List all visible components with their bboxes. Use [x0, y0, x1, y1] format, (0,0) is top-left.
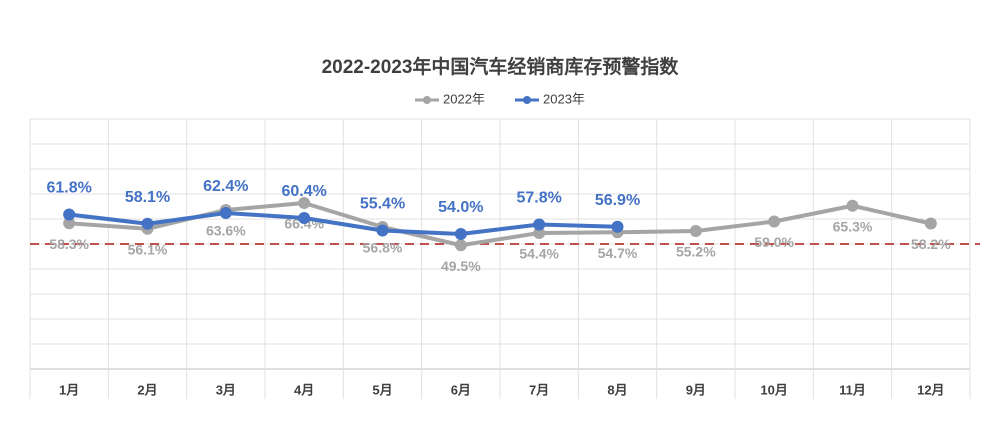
- data-label: 63.6%: [206, 223, 246, 239]
- data-label: 54.7%: [598, 245, 638, 261]
- data-point: [454, 228, 467, 240]
- data-point: [611, 220, 624, 233]
- data-label: 54.4%: [519, 246, 559, 262]
- data-point: [846, 199, 859, 212]
- data-point: [768, 215, 781, 228]
- data-point: [533, 218, 546, 231]
- data-label: 58.2%: [911, 236, 951, 252]
- x-tick-label: 1月: [59, 382, 79, 397]
- data-point: [533, 227, 546, 239]
- data-point: [219, 207, 232, 219]
- data-label: 55.4%: [360, 196, 405, 213]
- data-label: 60.4%: [281, 183, 326, 200]
- x-tick-label: 8月: [607, 382, 627, 397]
- data-label: 58.1%: [125, 189, 170, 206]
- data-label: 65.3%: [833, 218, 873, 234]
- x-tick-label: 2月: [137, 382, 157, 397]
- x-tick-label: 9月: [686, 382, 706, 397]
- data-label: 58.3%: [49, 236, 89, 252]
- legend-marker: [423, 96, 431, 104]
- legend-marker: [523, 96, 531, 104]
- data-point: [63, 208, 76, 221]
- data-point: [689, 225, 702, 237]
- data-label: 55.2%: [676, 244, 716, 260]
- data-label: 62.4%: [203, 178, 248, 195]
- data-point: [298, 212, 311, 224]
- data-point: [141, 217, 154, 230]
- data-point: [376, 224, 389, 237]
- data-label: 61.8%: [46, 180, 91, 197]
- data-label: 56.8%: [363, 240, 403, 256]
- chart-title: 2022-2023年中国汽车经销商库存预警指数: [322, 55, 680, 78]
- data-label: 54.0%: [438, 199, 483, 216]
- legend-label: 2023年: [543, 91, 585, 106]
- legend-label: 2022年: [443, 91, 485, 106]
- data-point: [924, 217, 937, 230]
- data-label: 57.8%: [516, 190, 561, 207]
- x-tick-label: 11月: [839, 382, 866, 397]
- data-label: 59.0%: [754, 234, 794, 250]
- data-point: [298, 197, 311, 209]
- data-point: [63, 217, 76, 230]
- data-label: 49.5%: [441, 258, 481, 274]
- data-point: [454, 239, 467, 252]
- series-line: [68, 211, 618, 236]
- x-tick-label: 4月: [294, 382, 314, 397]
- x-tick-label: 7月: [529, 382, 549, 397]
- x-tick-label: 5月: [372, 382, 392, 397]
- x-tick-label: 3月: [216, 382, 236, 397]
- x-tick-label: 12月: [917, 382, 944, 397]
- data-label: 56.9%: [595, 192, 640, 209]
- data-label: 56.1%: [128, 241, 168, 257]
- x-tick-label: 10月: [760, 382, 787, 397]
- x-tick-label: 6月: [451, 382, 471, 397]
